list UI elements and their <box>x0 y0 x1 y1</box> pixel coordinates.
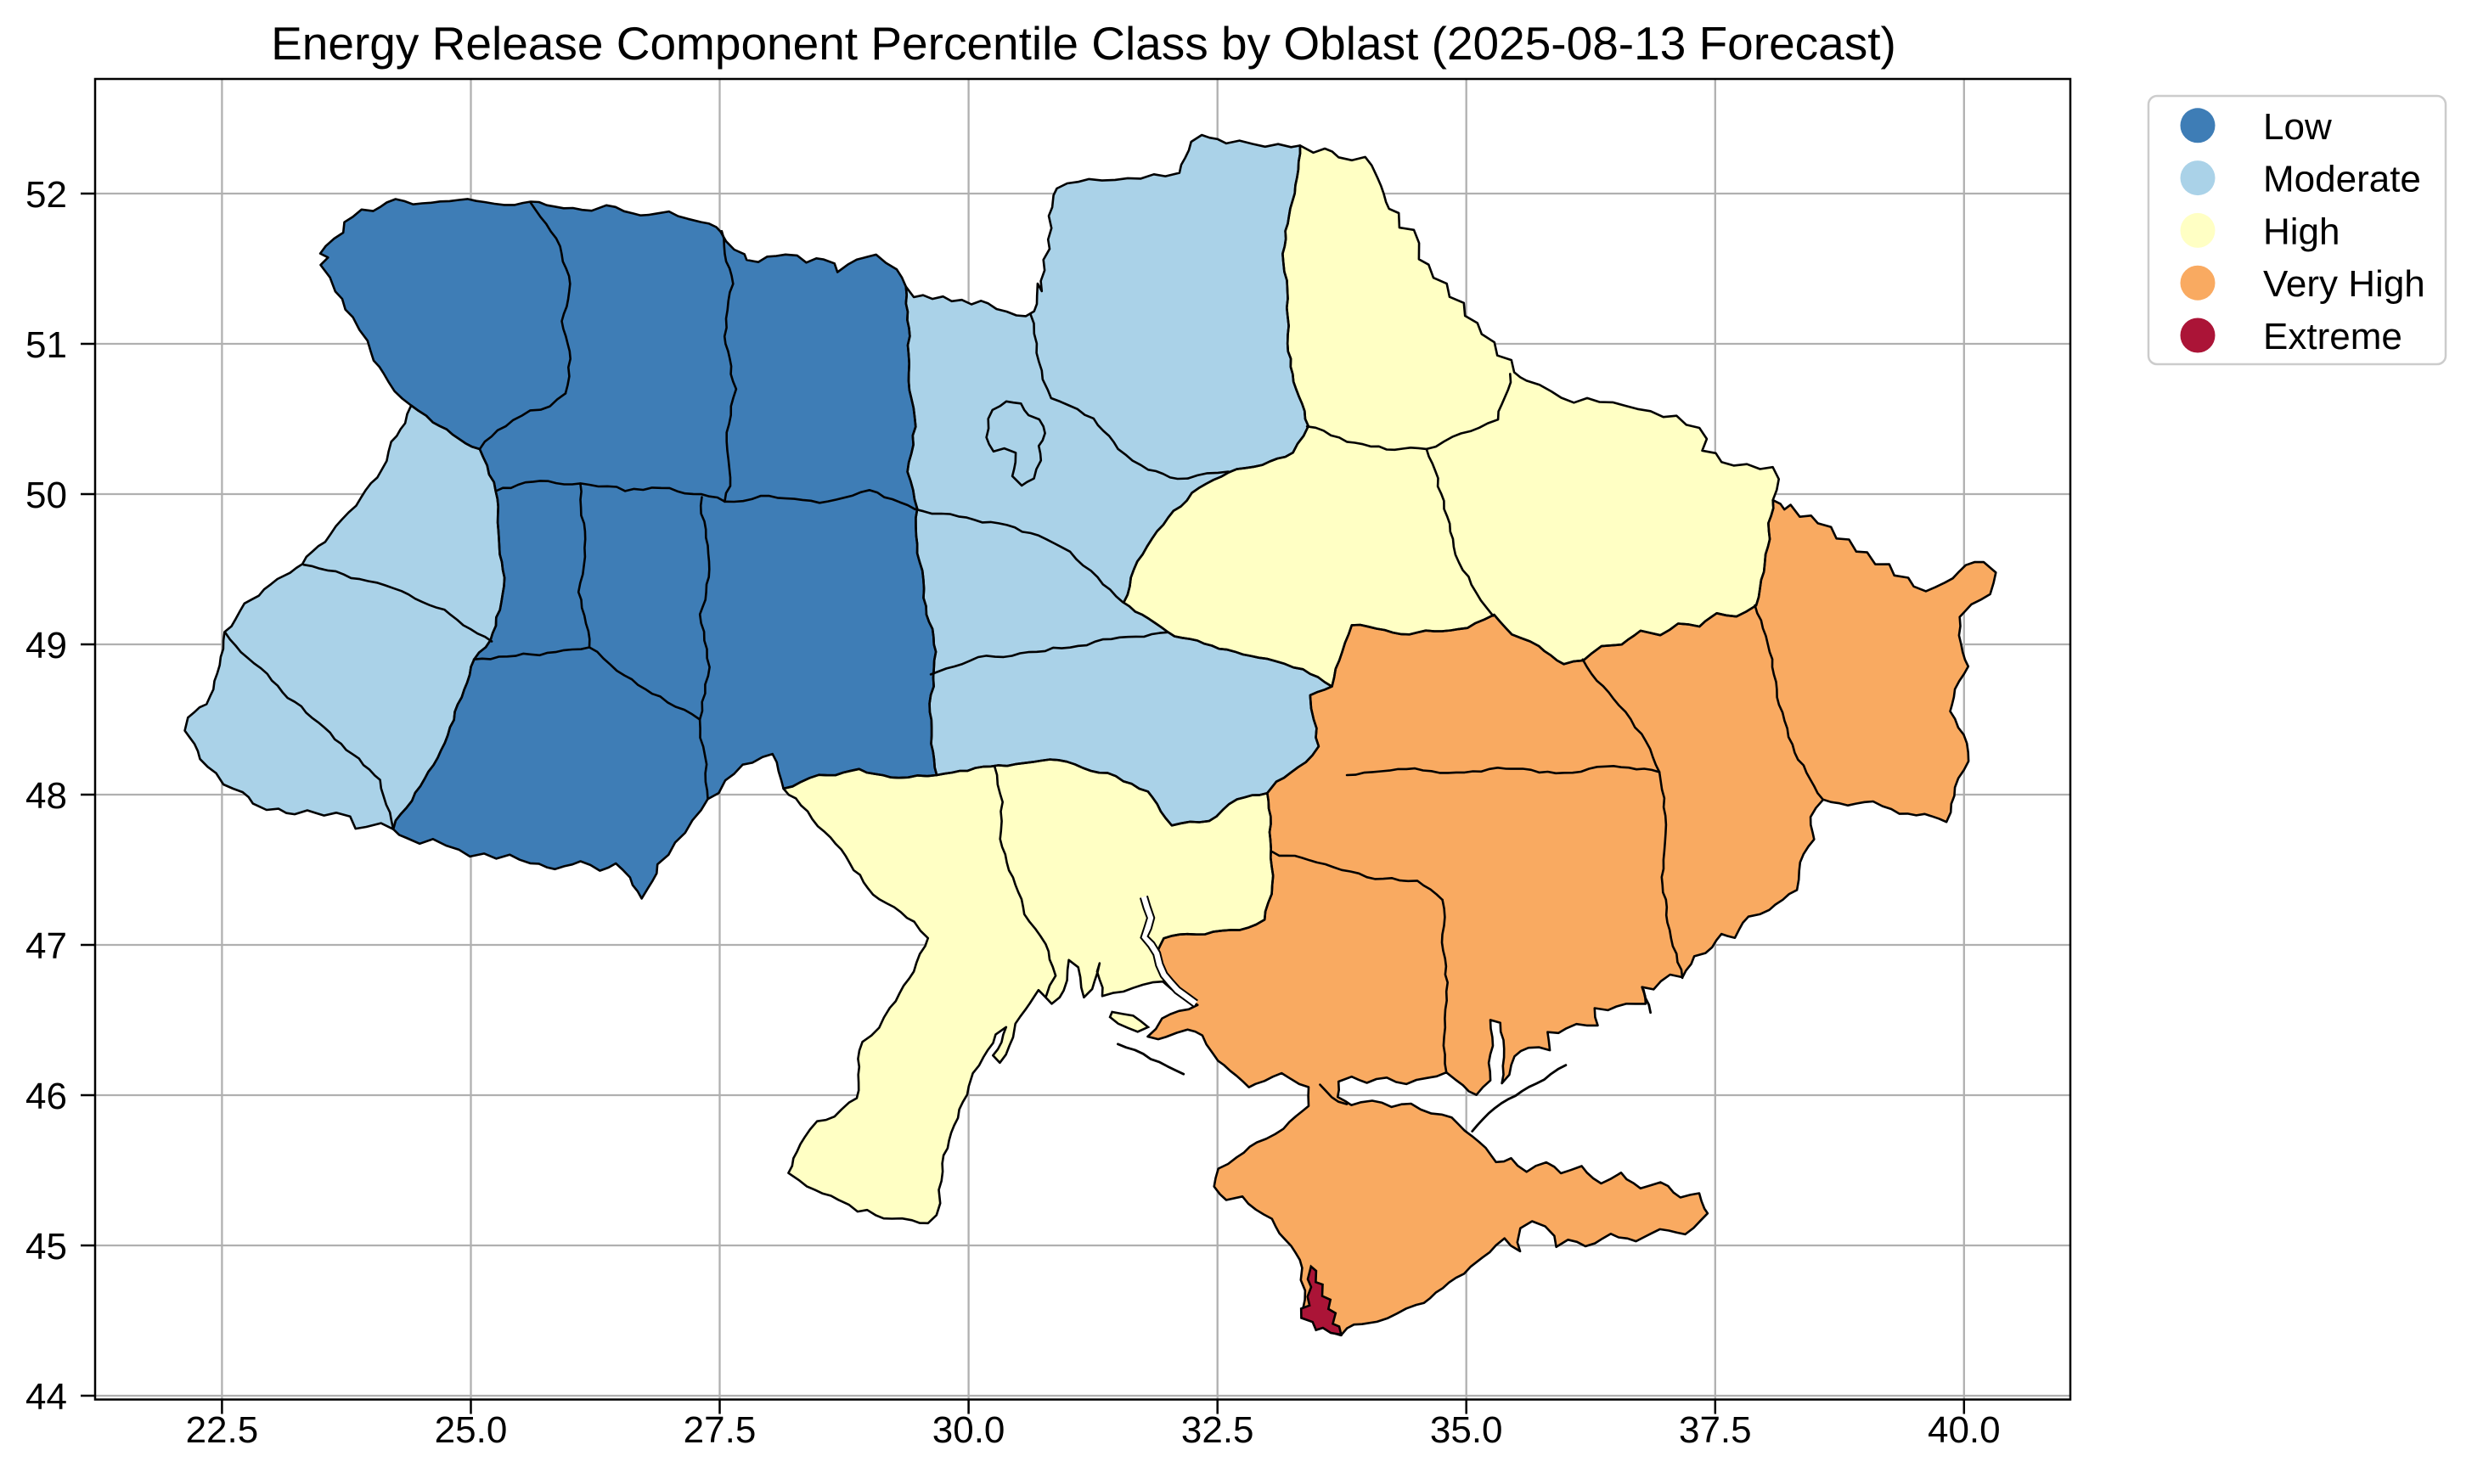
svg-text:Moderate: Moderate <box>2263 159 2421 200</box>
svg-text:Very High: Very High <box>2263 263 2425 305</box>
svg-text:51: 51 <box>25 324 67 366</box>
svg-text:44: 44 <box>25 1376 67 1418</box>
svg-text:27.5: 27.5 <box>684 1409 757 1451</box>
svg-text:47: 47 <box>25 925 67 967</box>
svg-text:45: 45 <box>25 1226 67 1268</box>
svg-text:Extreme: Extreme <box>2263 316 2402 357</box>
svg-text:High: High <box>2263 211 2340 252</box>
svg-text:22.5: 22.5 <box>186 1409 259 1451</box>
svg-text:46: 46 <box>25 1076 67 1117</box>
svg-text:35.0: 35.0 <box>1430 1409 1503 1451</box>
svg-text:25.0: 25.0 <box>435 1409 508 1451</box>
svg-text:49: 49 <box>25 625 67 666</box>
svg-text:Energy Release Component Perce: Energy Release Component Percentile Clas… <box>271 17 1896 70</box>
svg-text:37.5: 37.5 <box>1679 1409 1752 1451</box>
svg-text:40.0: 40.0 <box>1928 1409 2001 1451</box>
svg-text:48: 48 <box>25 775 67 817</box>
svg-text:32.5: 32.5 <box>1181 1409 1254 1451</box>
svg-text:30.0: 30.0 <box>932 1409 1005 1451</box>
svg-text:52: 52 <box>25 174 67 216</box>
svg-text:50: 50 <box>25 475 67 516</box>
svg-text:Low: Low <box>2263 106 2332 148</box>
